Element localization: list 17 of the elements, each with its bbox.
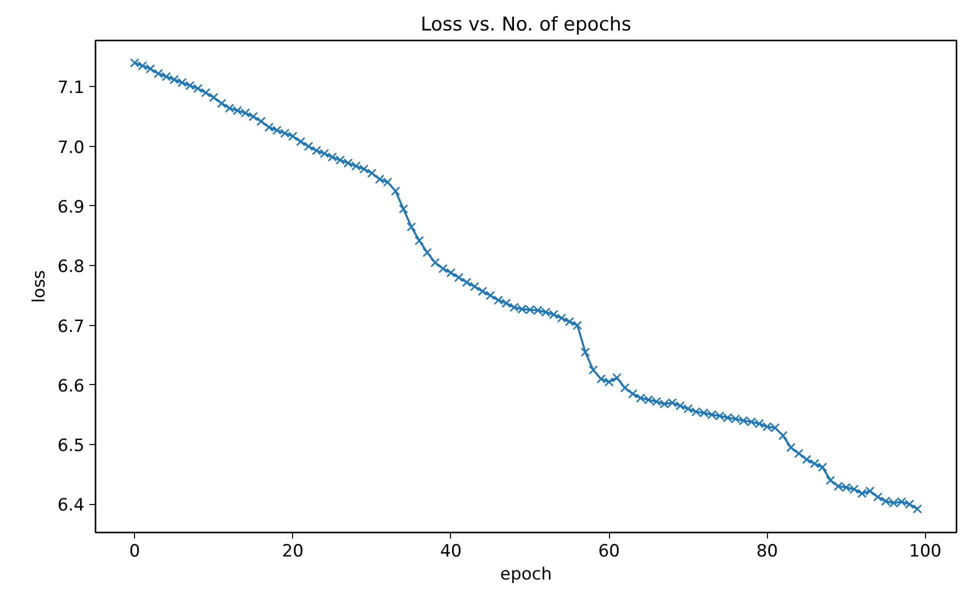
y-axis-title: loss	[29, 270, 50, 303]
y-tick-label: 6.8	[57, 257, 85, 278]
x-tick-label: 0	[129, 542, 140, 562]
y-tick-label: 6.4	[57, 496, 85, 516]
y-tick-label: 6.5	[57, 436, 85, 456]
x-tick-label: 40	[440, 542, 462, 562]
y-tick-label: 6.7	[57, 316, 85, 337]
y-tick-label: 7.0	[57, 138, 85, 158]
chart-title: Loss vs. No. of epochs	[420, 14, 632, 36]
x-axis-title: epoch	[500, 564, 552, 584]
y-tick-label: 7.1	[57, 78, 85, 98]
y-tick-label: 6.6	[57, 376, 85, 396]
x-tick-label: 80	[756, 542, 778, 562]
y-tick-label: 6.9	[57, 197, 85, 218]
x-tick-label: 20	[282, 542, 304, 562]
x-tick-label: 60	[598, 542, 620, 562]
x-tick-label: 100	[909, 542, 942, 562]
